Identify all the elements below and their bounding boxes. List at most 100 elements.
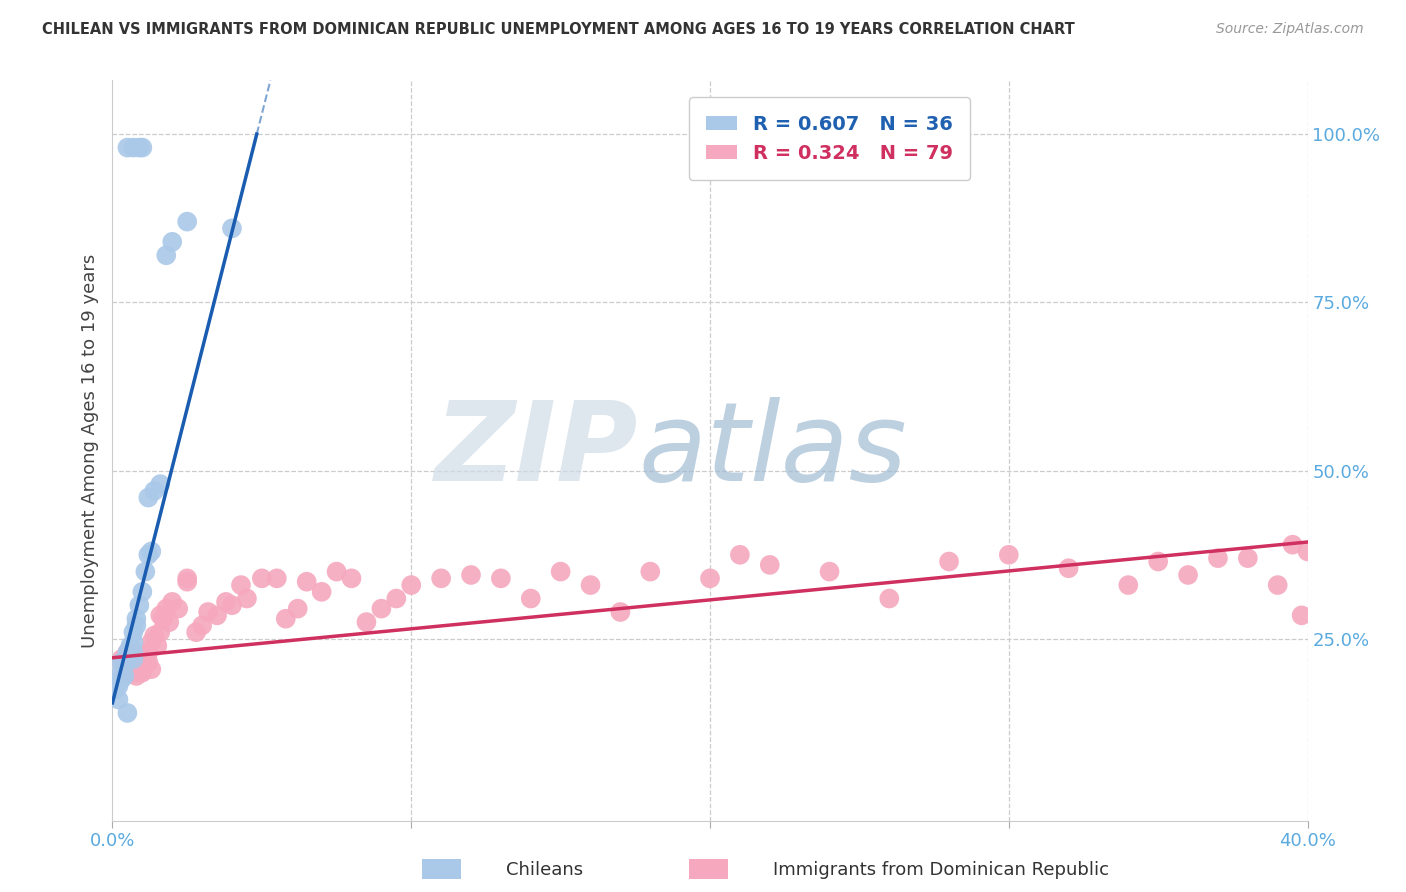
- Text: CHILEAN VS IMMIGRANTS FROM DOMINICAN REPUBLIC UNEMPLOYMENT AMONG AGES 16 TO 19 Y: CHILEAN VS IMMIGRANTS FROM DOMINICAN REP…: [42, 22, 1076, 37]
- Point: [114, 665, 135, 680]
- Point: [141, 635, 163, 649]
- Point: [215, 595, 238, 609]
- Point: [520, 591, 543, 606]
- Point: [131, 584, 153, 599]
- Point: [1177, 568, 1199, 582]
- Point: [143, 629, 166, 643]
- Point: [141, 544, 163, 558]
- Text: atlas: atlas: [638, 397, 907, 504]
- Point: [128, 656, 150, 670]
- Point: [370, 601, 392, 615]
- Point: [221, 599, 243, 613]
- Point: [110, 656, 132, 670]
- Point: [122, 652, 145, 666]
- Point: [728, 548, 751, 562]
- Text: Chileans: Chileans: [506, 861, 583, 879]
- Point: [117, 652, 139, 666]
- Point: [120, 642, 142, 657]
- Point: [122, 656, 145, 670]
- Point: [1237, 551, 1260, 566]
- Point: [120, 658, 142, 673]
- Y-axis label: Unemployment Among Ages 16 to 19 years: Unemployment Among Ages 16 to 19 years: [80, 253, 98, 648]
- Point: [1281, 538, 1303, 552]
- Point: [176, 214, 198, 228]
- Legend: R = 0.607   N = 36, R = 0.324   N = 79: R = 0.607 N = 36, R = 0.324 N = 79: [689, 97, 970, 180]
- Point: [138, 548, 160, 562]
- Point: [1267, 578, 1289, 592]
- Point: [122, 625, 145, 640]
- Point: [759, 558, 782, 572]
- Text: Source: ZipAtlas.com: Source: ZipAtlas.com: [1216, 22, 1364, 37]
- Point: [205, 608, 228, 623]
- Point: [122, 635, 145, 649]
- Point: [117, 648, 139, 663]
- Point: [117, 645, 139, 659]
- Point: [325, 565, 347, 579]
- Point: [146, 639, 169, 653]
- Point: [114, 658, 135, 673]
- Point: [1147, 554, 1170, 569]
- Point: [125, 618, 148, 632]
- Point: [162, 595, 183, 609]
- Point: [107, 692, 129, 706]
- Point: [107, 679, 129, 693]
- Point: [125, 669, 148, 683]
- Point: [110, 673, 132, 687]
- Point: [1057, 561, 1080, 575]
- Point: [356, 615, 378, 629]
- Point: [134, 565, 156, 579]
- Point: [138, 656, 160, 670]
- Point: [167, 601, 190, 615]
- Point: [236, 591, 259, 606]
- Point: [162, 235, 183, 249]
- Point: [998, 548, 1021, 562]
- Point: [149, 625, 172, 640]
- Point: [340, 571, 363, 585]
- Point: [125, 648, 148, 663]
- Point: [879, 591, 901, 606]
- Point: [131, 140, 153, 154]
- Point: [1118, 578, 1140, 592]
- Point: [120, 639, 142, 653]
- Point: [138, 491, 160, 505]
- Point: [122, 140, 145, 154]
- Point: [110, 665, 132, 680]
- Point: [699, 571, 721, 585]
- Point: [295, 574, 318, 589]
- Point: [155, 248, 177, 262]
- Point: [221, 221, 243, 235]
- Point: [579, 578, 602, 592]
- Point: [134, 658, 156, 673]
- Point: [274, 612, 297, 626]
- Text: Immigrants from Dominican Republic: Immigrants from Dominican Republic: [773, 861, 1109, 879]
- Point: [131, 665, 153, 680]
- Point: [141, 662, 163, 676]
- Point: [125, 612, 148, 626]
- Point: [176, 571, 198, 585]
- Point: [229, 578, 252, 592]
- Point: [250, 571, 273, 585]
- Point: [114, 669, 135, 683]
- Point: [120, 665, 142, 680]
- Point: [117, 140, 139, 154]
- Point: [1296, 544, 1319, 558]
- Point: [128, 665, 150, 680]
- Point: [138, 645, 160, 659]
- Point: [266, 571, 288, 585]
- Point: [131, 656, 153, 670]
- Point: [155, 601, 177, 615]
- Point: [550, 565, 572, 579]
- Point: [117, 645, 139, 659]
- Point: [186, 625, 208, 640]
- Point: [122, 662, 145, 676]
- Point: [152, 612, 174, 626]
- Text: ZIP: ZIP: [434, 397, 638, 504]
- Point: [460, 568, 482, 582]
- Point: [125, 658, 148, 673]
- Point: [143, 483, 166, 498]
- Point: [401, 578, 423, 592]
- Point: [149, 608, 172, 623]
- Point: [818, 565, 841, 579]
- Point: [287, 601, 309, 615]
- Point: [191, 618, 214, 632]
